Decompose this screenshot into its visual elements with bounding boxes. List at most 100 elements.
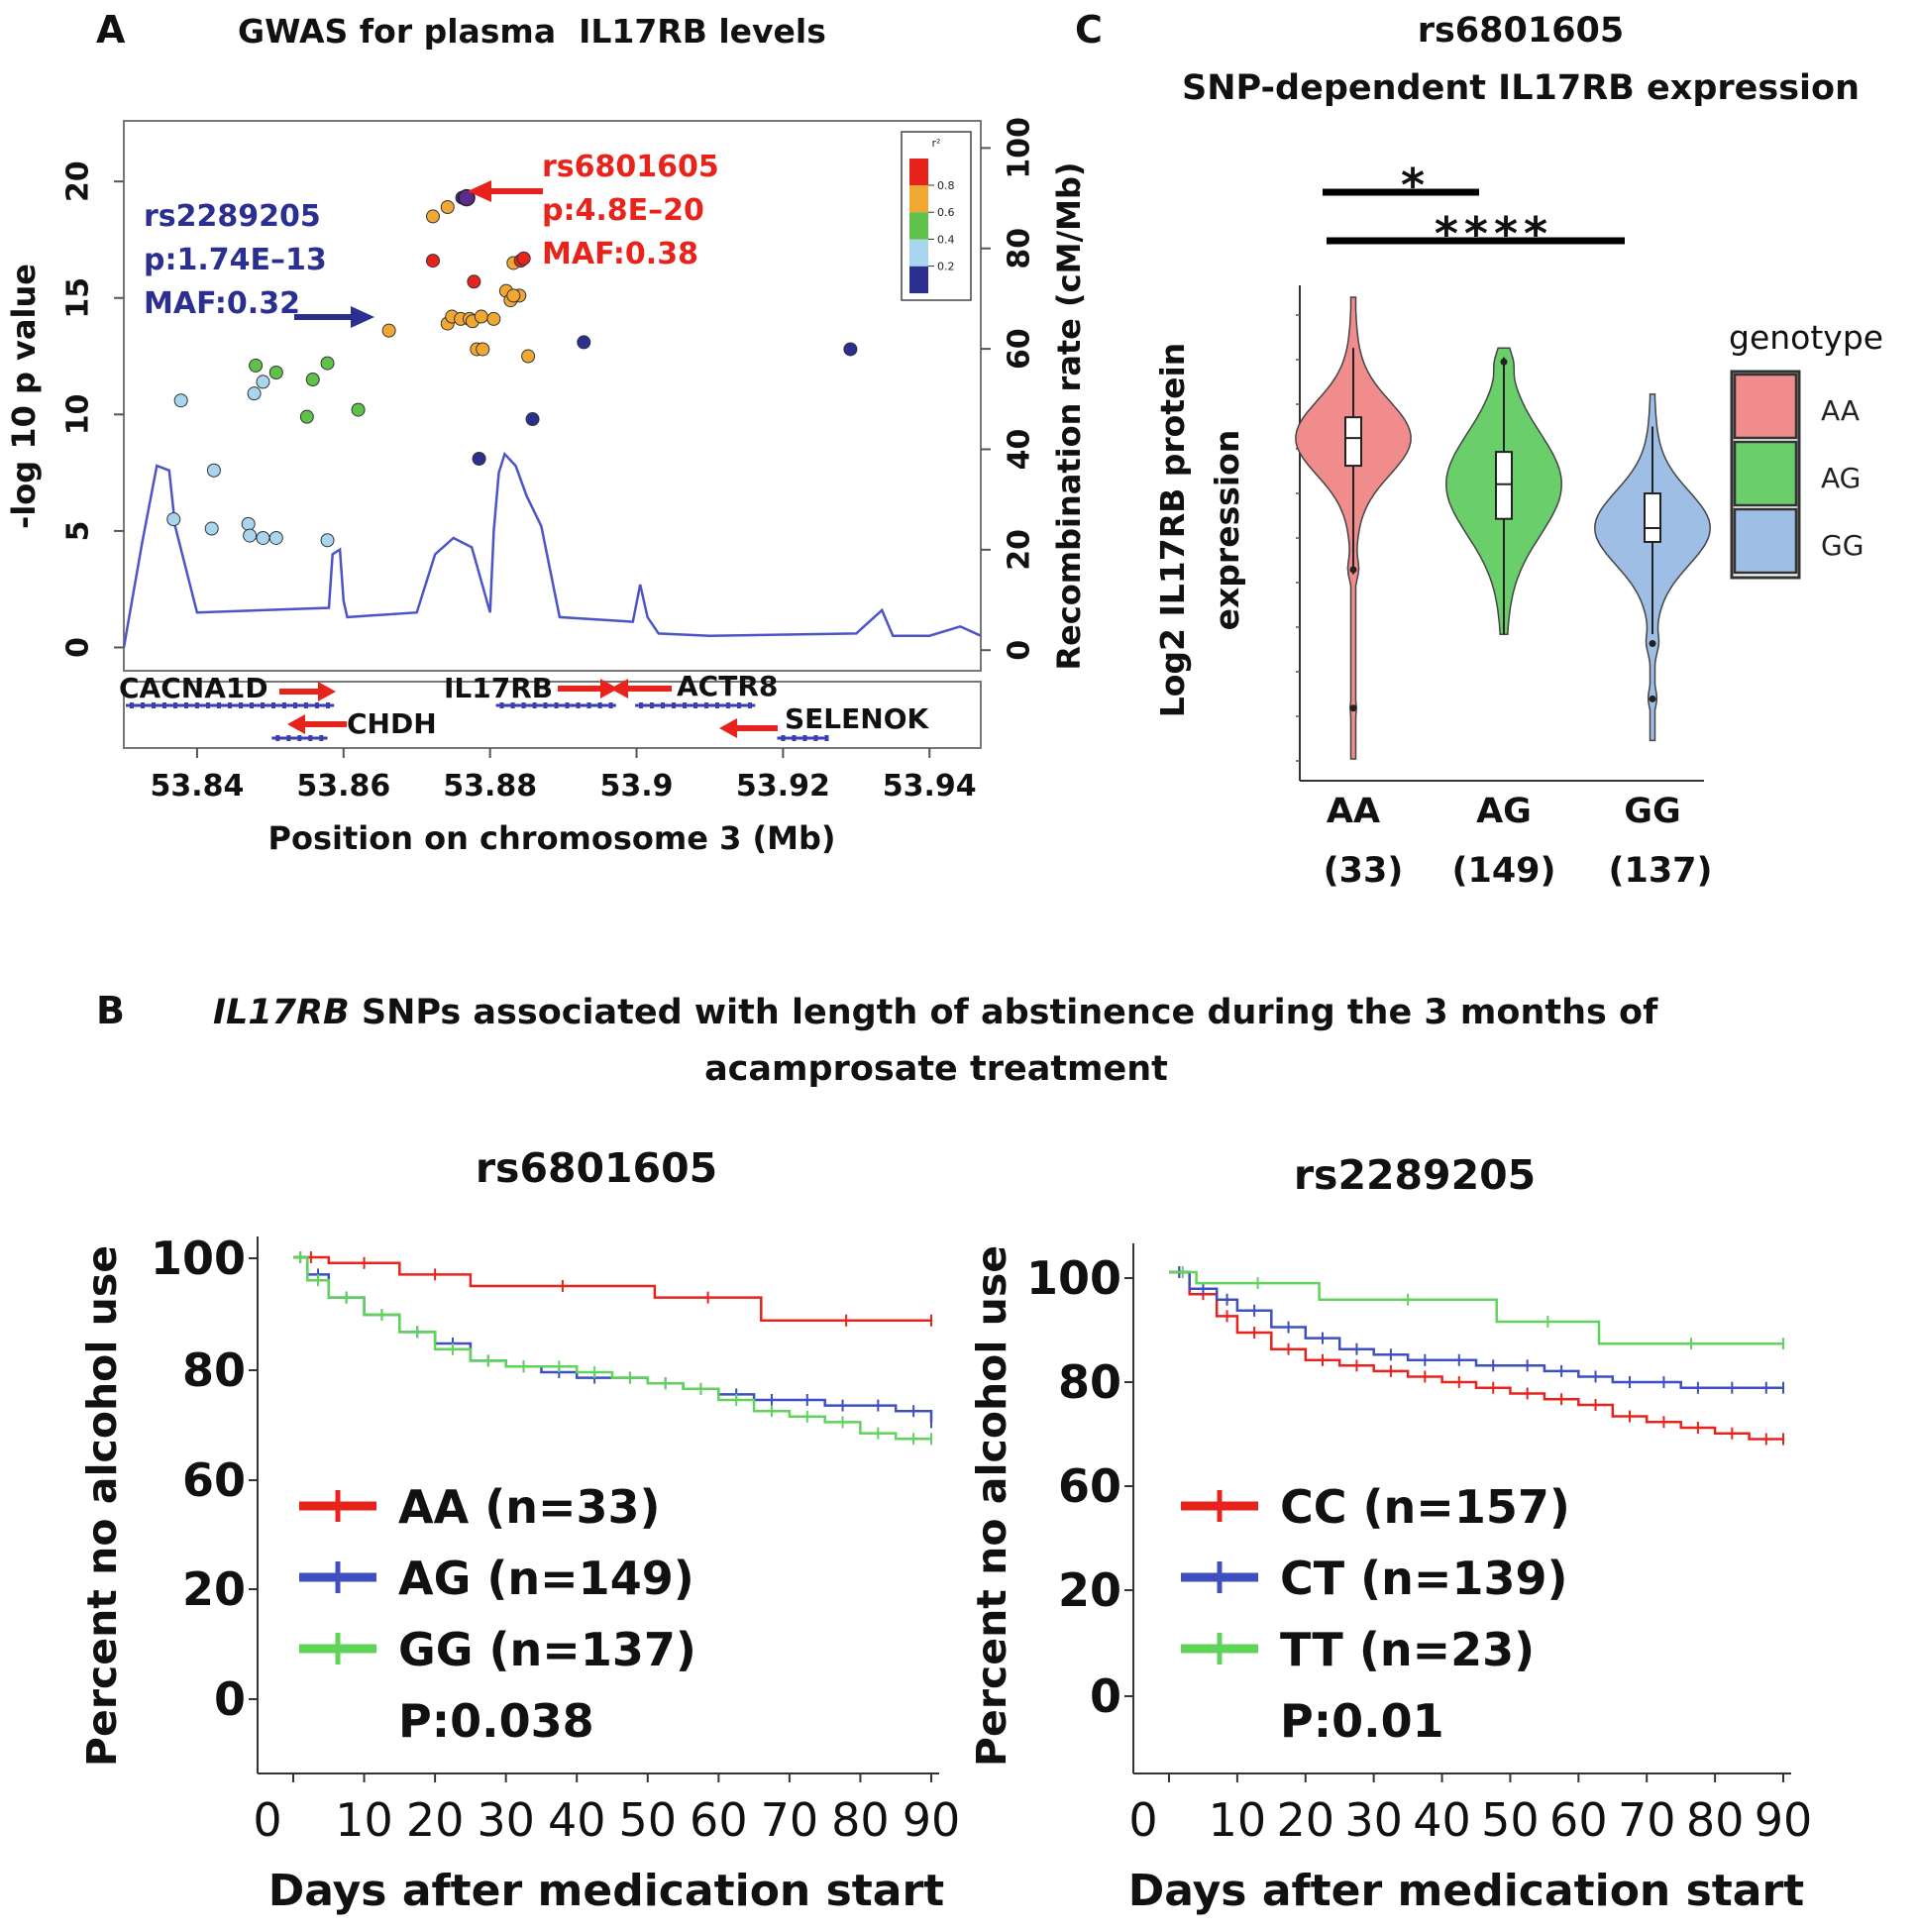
panel-a-snp-point (204, 521, 219, 536)
panel-a-gene-arrow-head (287, 714, 305, 734)
panel-c-sig-label-aa-ag: * (1401, 159, 1425, 212)
panel-a-gene-exon (748, 702, 753, 708)
panel-b-km-legend-label: GG (n=137) (398, 1623, 696, 1676)
panel-a-snp-point (268, 365, 283, 379)
panel-c-legend-label: AA (1821, 394, 1860, 427)
panel-a-gene-exon (228, 702, 232, 708)
panel-b-km-ytick-label: 0 (214, 1672, 246, 1726)
panel-a-legend-title: r² (932, 137, 941, 150)
panel-a-gene-exon (499, 702, 504, 708)
panel-b-letter: B (96, 989, 125, 1032)
panel-a-gene-exon (554, 702, 559, 708)
panel-a-xtick-label: 53.92 (736, 769, 830, 804)
panel-a-legend-label: 0.4 (937, 233, 955, 246)
panel-b-km-curve (293, 1255, 931, 1323)
panel-b-km-ytick-label: 100 (1026, 1251, 1121, 1305)
panel-a-gene-exon (781, 735, 786, 741)
panel-a-gene-exon (608, 702, 613, 708)
panel-b-title-line1: IL17RB SNPs associated with length of ab… (213, 993, 1658, 1032)
panel-b-km-xtick-label: 30 (477, 1793, 535, 1847)
panel-c-xtick-label: AG (1476, 792, 1532, 831)
panel-b-km-ytick-label: 20 (182, 1562, 246, 1616)
panel-a-gene-exon (308, 735, 313, 741)
panel-a-gene-exon (576, 702, 581, 708)
panel-b-km-ytick-label: 80 (1058, 1355, 1121, 1409)
panel-b-km-ytick-label: 60 (1058, 1459, 1121, 1513)
panel-a-y2tick-label: 80 (1003, 228, 1037, 269)
panel-c-box (1344, 416, 1362, 468)
panel-a-gene-label: CHDH (347, 707, 437, 740)
panel-a-gene-exon (565, 702, 570, 708)
panel-a-gene-exon (650, 702, 655, 708)
panel-c-legend-label: GG (1821, 529, 1864, 562)
panel-b-km-curve (1169, 1270, 1783, 1390)
panel-a-snp-point (351, 402, 366, 417)
panel-a-gwas-plot: 0 5 10 15 20 -log 10 p value 0 20 40 60 80 100 Recom… (5, 117, 1088, 857)
panel-a-annot-rs2289205-maf: MAF:0.32 (144, 286, 300, 321)
panel-a-snp-point (256, 375, 270, 389)
panel-a-y2tick-label: 60 (1003, 328, 1037, 370)
panel-a-gene-exon (141, 702, 145, 708)
panel-a-gene-exon (130, 702, 134, 708)
panel-a-gene-exon (639, 702, 644, 708)
panel-a-snp-point (521, 349, 536, 364)
panel-c-legend-swatch (1733, 507, 1798, 575)
panel-a-arrow-rs6801605-head (468, 180, 491, 202)
panel-b-km-curve (1169, 1270, 1783, 1441)
panel-b-km-xlabel: Days after medication start (268, 1866, 944, 1916)
panel-a-gene-exon (239, 702, 243, 708)
panel-c-legend-swatch (1733, 373, 1798, 440)
panel-a-snp-point (577, 335, 591, 350)
panel-a-ytick-label: 5 (61, 520, 96, 541)
panel-a-gene-exon (597, 702, 602, 708)
panel-a-xtick-label: 53.94 (883, 769, 977, 804)
panel-b-km-ytick-label: 100 (151, 1232, 246, 1285)
panel-b-km-title: rs2289205 (1294, 1151, 1536, 1199)
panel-b-km-xtick-label: 20 (1277, 1793, 1335, 1847)
panel-b-km-xtick-label: 80 (831, 1793, 890, 1847)
panel-a-snp-point (381, 323, 396, 338)
panel-b-km-xtick-label: 60 (1549, 1793, 1608, 1847)
panel-a-legend-swatch (909, 159, 928, 186)
panel-a-gene-exon (672, 702, 677, 708)
panel-b-km-xtick-label: 80 (1686, 1793, 1745, 1847)
panel-a-snp-point (843, 342, 858, 357)
panel-a-gene-arrow-head (610, 679, 628, 698)
panel-a-gene-label: ACTR8 (677, 670, 778, 702)
panel-a-gene-exon (532, 702, 537, 708)
panel-a-gene-exon (586, 702, 591, 708)
panel-a-snp-point (268, 530, 283, 545)
panel-b-km-ylabel: Percent no alcohol use (78, 1245, 126, 1767)
panel-a-gene-exon (282, 702, 286, 708)
panel-a-xtick-label: 53.9 (600, 769, 674, 804)
panel-b-km-legend-label: AG (n=149) (398, 1552, 694, 1605)
panel-b-km-ylabel: Percent no alcohol use (968, 1245, 1015, 1767)
panel-a-snp-point (506, 288, 521, 303)
panel-a-gene-exon (726, 702, 731, 708)
panel-a-snp-point (467, 274, 481, 289)
panel-a-ytick-label: 0 (61, 637, 96, 658)
panel-c-title-line2: SNP-dependent IL17RB expression (1182, 68, 1860, 108)
panel-c-outlier (1500, 358, 1508, 366)
panel-a-legend-swatch (909, 212, 928, 240)
panel-b-km-title: rs6801605 (476, 1144, 717, 1192)
panel-a-legend-label: 0.6 (937, 206, 955, 219)
panel-a-snp-point (249, 358, 264, 373)
panel-a-y2tick-label: 20 (1003, 529, 1037, 571)
panel-a-gene-track-frame (123, 681, 982, 749)
panel-c-outlier (1649, 695, 1656, 702)
panel-a-gene-exon (184, 702, 188, 708)
panel-a-lead-snp-point (458, 188, 476, 207)
panel-a-gene-exon (250, 702, 254, 708)
panel-a-recombination-line (122, 451, 982, 648)
panel-a-legend-swatch (909, 266, 928, 293)
panel-a-annot-rs6801605-maf: MAF:0.38 (542, 237, 698, 271)
panel-a-gene-exon (813, 735, 818, 741)
panel-b-km-xtick-label: 40 (1413, 1793, 1471, 1847)
panel-a-xtick-label: 53.88 (443, 769, 537, 804)
panel-b-title-line2: acamprosate treatment (704, 1049, 1168, 1089)
panel-b-km-xtick-label: 20 (406, 1793, 465, 1847)
panel-c-box (1495, 451, 1513, 520)
panel-b-km-xtick-label: 70 (1618, 1793, 1676, 1847)
panel-a-xlabel: Position on chromosome 3 (Mb) (268, 819, 836, 857)
